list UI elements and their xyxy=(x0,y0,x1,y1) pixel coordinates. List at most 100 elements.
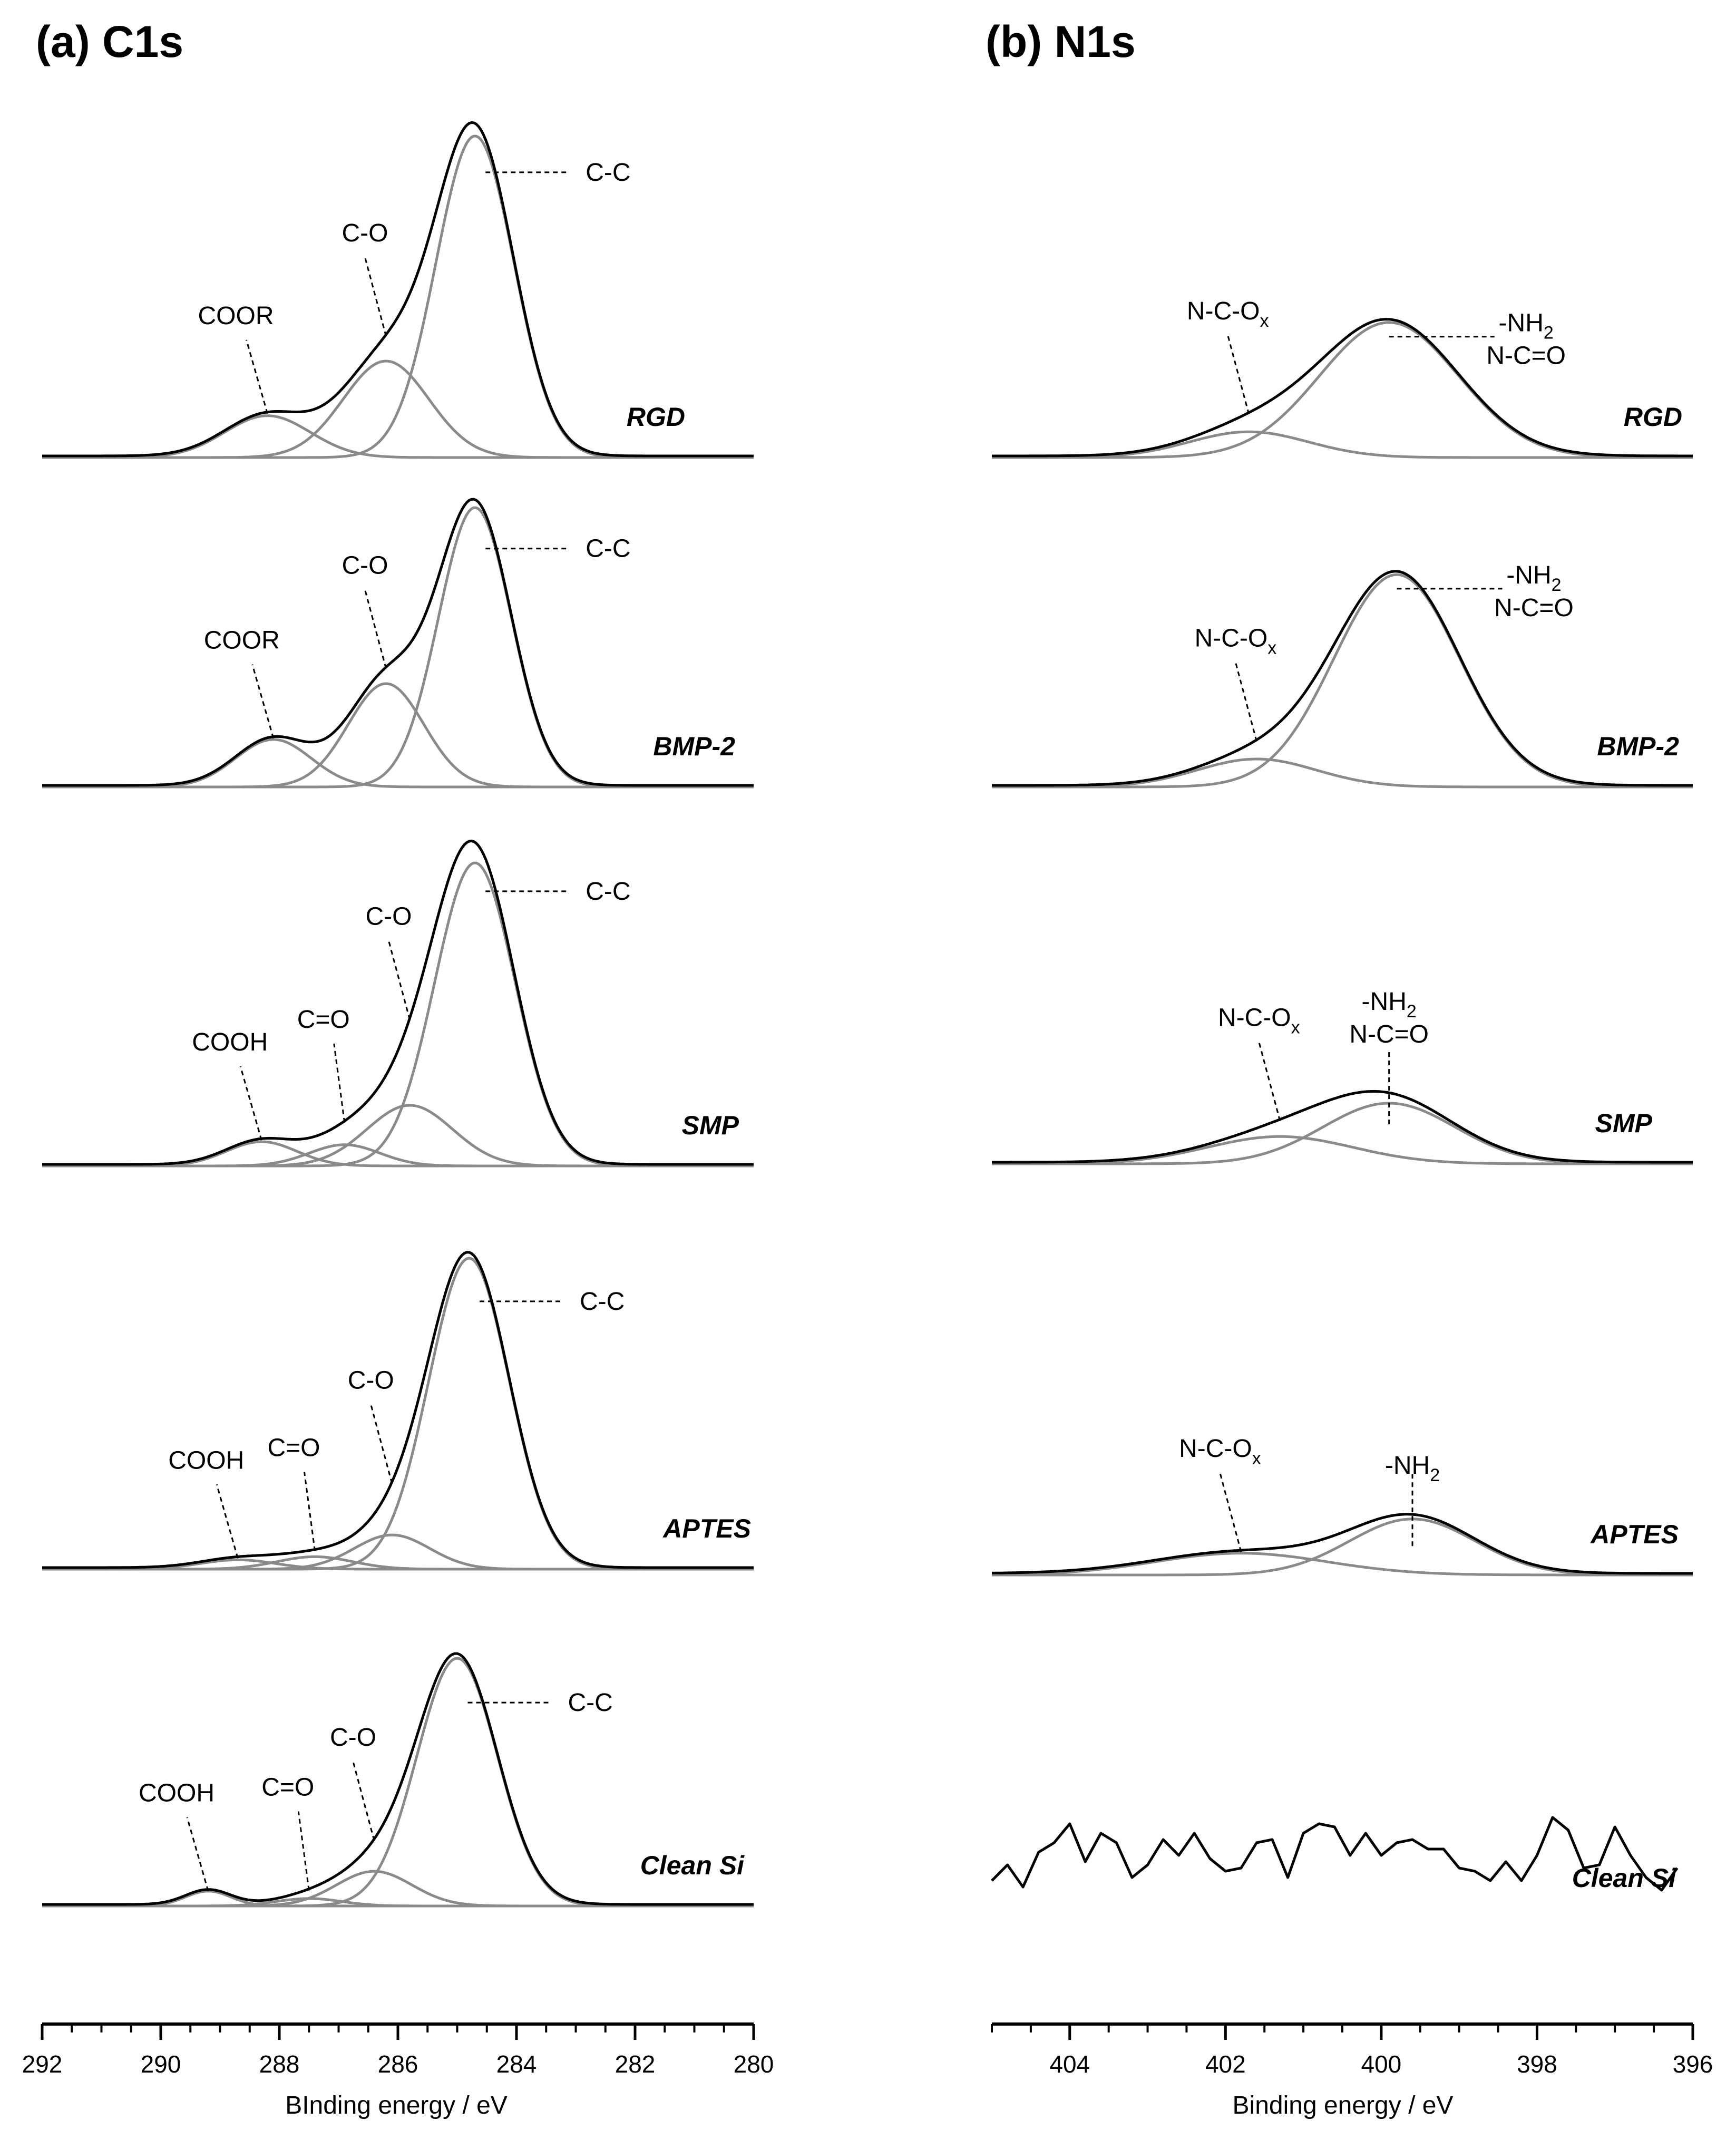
n1s-rgd-n-c-ox-component xyxy=(992,430,1693,459)
c1s-smp-c-o-leader xyxy=(333,1043,346,1123)
n1s-smp-envelope xyxy=(992,1090,1693,1164)
c1s-rgd-envelope xyxy=(42,121,754,458)
c1s-x-tick-label-284: 284 xyxy=(496,2050,537,2078)
n1s-rgd-sample-label: RGD xyxy=(1624,402,1682,432)
n1s-smp-n-c-ox-leader xyxy=(1258,1042,1281,1122)
c1s-aptes-c-o-label: C=O xyxy=(267,1434,320,1462)
c1s-bmp-2-coor-label: COOR xyxy=(204,627,280,655)
n1s-rgd-envelope xyxy=(992,318,1693,458)
n1s-smp-nh2-label: -NH2 xyxy=(1362,988,1417,1022)
c1s-x-tick-label-280: 280 xyxy=(734,2050,774,2078)
n1s-bmp-2-n-c-o-label: N-C=O xyxy=(1494,594,1574,622)
c1s-aptes-c-o-leader xyxy=(304,1472,316,1551)
n1s-x-tick-label-400: 400 xyxy=(1361,2050,1402,2078)
n1s-bmp-2-sample-label: BMP-2 xyxy=(1597,732,1679,761)
n1s-x-tick-label-396: 396 xyxy=(1673,2050,1713,2078)
n1s-clean-si-sample-label: Clean Si xyxy=(1572,1863,1676,1893)
c1s-bmp-2-coor-leader xyxy=(251,664,275,739)
c1s-bmp-2-c-o-leader xyxy=(364,589,387,669)
c1s-aptes-c-c-component xyxy=(42,1257,754,1571)
n1s-bmp-2-n-c-ox-label: N-C-Ox xyxy=(1195,625,1277,658)
c1s-x-axis-label: BInding energy / eV xyxy=(285,2092,508,2119)
c1s-smp-c-c-label: C-C xyxy=(586,878,630,906)
c1s-rgd-sample-label: RGD xyxy=(627,402,685,432)
n1s-bmp-2-nh2-n-c-o-component xyxy=(992,573,1693,789)
c1s-clean-si-c-o-leader xyxy=(297,1811,310,1891)
n1s-rgd-n-c-ox-label: N-C-Ox xyxy=(1187,297,1269,331)
n1s-rgd-n-c-o-label: N-C=O xyxy=(1486,342,1566,370)
c1s-rgd-c-o-label: C-O xyxy=(342,219,388,247)
n1s-x-tick-label-402: 402 xyxy=(1205,2050,1246,2078)
n1s-aptes-n-c-ox-component xyxy=(991,1552,1693,1577)
c1s-aptes-sample-label: APTES xyxy=(662,1514,751,1543)
n1s-smp-nh2-n-c-o-component xyxy=(992,1102,1693,1165)
c1s-smp-c-o-leader xyxy=(388,940,411,1020)
n1s-aptes-n-c-ox-leader xyxy=(1219,1472,1242,1552)
c1s-clean-si-c-o-label: C=O xyxy=(261,1774,314,1802)
c1s-smp-sample-label: SMP xyxy=(682,1111,739,1140)
c1s-x-tick-label-290: 290 xyxy=(141,2050,181,2078)
c1s-clean-si-cooh-label: COOH xyxy=(139,1779,214,1807)
n1s-smp-n-c-ox-component xyxy=(992,1135,1693,1165)
n1s-x-axis-label: Binding energy / eV xyxy=(1233,2092,1454,2119)
n1s-rgd-n-c-ox-leader xyxy=(1227,335,1250,415)
n1s-aptes-n-c-ox-label: N-C-Ox xyxy=(1179,1435,1261,1468)
c1s-clean-si-c-o-leader xyxy=(352,1761,375,1841)
c1s-rgd-c-o-leader xyxy=(364,257,387,337)
c1s-bmp-2-envelope xyxy=(42,498,754,787)
n1s-clean-si-noise-line xyxy=(991,1816,1679,1892)
c1s-aptes-c-o-label: C-O xyxy=(348,1367,394,1395)
c1s-bmp-2-c-c-label: C-C xyxy=(586,535,630,563)
c1s-x-tick-label-288: 288 xyxy=(259,2050,300,2078)
c1s-clean-si-cooh-leader xyxy=(186,1817,209,1892)
panel-b-title: (b) N1s xyxy=(986,17,1136,66)
n1s-bmp-2-nh2-label: -NH2 xyxy=(1506,561,1561,595)
c1s-aptes-envelope xyxy=(42,1251,754,1569)
c1s-bmp-2-coor-component xyxy=(42,738,754,789)
c1s-rgd-coor-leader xyxy=(246,339,268,414)
c1s-bmp-2-sample-label: BMP-2 xyxy=(653,732,735,761)
c1s-rgd-coor-label: COOR xyxy=(198,302,274,330)
n1s-x-tick-label-404: 404 xyxy=(1049,2050,1090,2078)
c1s-x-tick-label-282: 282 xyxy=(615,2050,656,2078)
c1s-smp-cooh-label: COOH xyxy=(192,1028,268,1056)
c1s-clean-si-envelope xyxy=(42,1652,754,1906)
c1s-aptes-cooh-component xyxy=(42,1558,754,1571)
c1s-x-tick-label-292: 292 xyxy=(22,2050,63,2078)
c1s-clean-si-sample-label: Clean Si xyxy=(640,1851,745,1880)
c1s-aptes-c-o-component xyxy=(42,1533,754,1571)
c1s-bmp-2-c-c-component xyxy=(42,506,754,789)
c1s-clean-si-cooh-component xyxy=(42,1890,754,1908)
n1s-aptes-nh2-label: -NH2 xyxy=(1385,1452,1440,1485)
c1s-clean-si-c-o-label: C-O xyxy=(330,1724,376,1752)
c1s-rgd-coor-component xyxy=(42,414,754,459)
c1s-clean-si-c-c-label: C-C xyxy=(568,1689,613,1717)
c1s-smp-c-o-label: C-O xyxy=(366,903,412,931)
c1s-x-tick-label-286: 286 xyxy=(378,2050,418,2078)
n1s-smp-n-c-o-label: N-C=O xyxy=(1349,1020,1429,1048)
c1s-bmp-2-c-o-component xyxy=(42,682,754,789)
n1s-smp-sample-label: SMP xyxy=(1595,1108,1653,1138)
n1s-bmp-2-envelope xyxy=(992,570,1693,787)
panel-a-title: (a) C1s xyxy=(36,17,183,66)
c1s-smp-c-o-label: C=O xyxy=(297,1006,350,1034)
c1s-smp-c-o-component xyxy=(42,1143,754,1168)
c1s-aptes-c-c-label: C-C xyxy=(580,1288,625,1316)
n1s-rgd-nh2-label: -NH2 xyxy=(1499,309,1554,343)
c1s-rgd-c-c-label: C-C xyxy=(586,159,630,187)
n1s-aptes-nh2-component xyxy=(992,1518,1693,1577)
c1s-aptes-c-o-leader xyxy=(370,1404,393,1484)
c1s-aptes-cooh-leader xyxy=(216,1484,239,1559)
n1s-bmp-2-n-c-ox-leader xyxy=(1234,662,1257,742)
n1s-aptes-envelope xyxy=(991,1513,1693,1575)
c1s-smp-cooh-leader xyxy=(239,1066,262,1141)
c1s-aptes-cooh-label: COOH xyxy=(168,1446,244,1474)
c1s-bmp-2-c-o-label: C-O xyxy=(342,552,388,580)
n1s-x-tick-label-398: 398 xyxy=(1517,2050,1557,2078)
n1s-aptes-sample-label: APTES xyxy=(1589,1520,1679,1549)
n1s-smp-n-c-ox-label: N-C-Ox xyxy=(1218,1004,1300,1038)
c1s-smp-cooh-component xyxy=(42,1140,754,1168)
n1s-bmp-2-n-c-ox-component xyxy=(992,757,1693,789)
